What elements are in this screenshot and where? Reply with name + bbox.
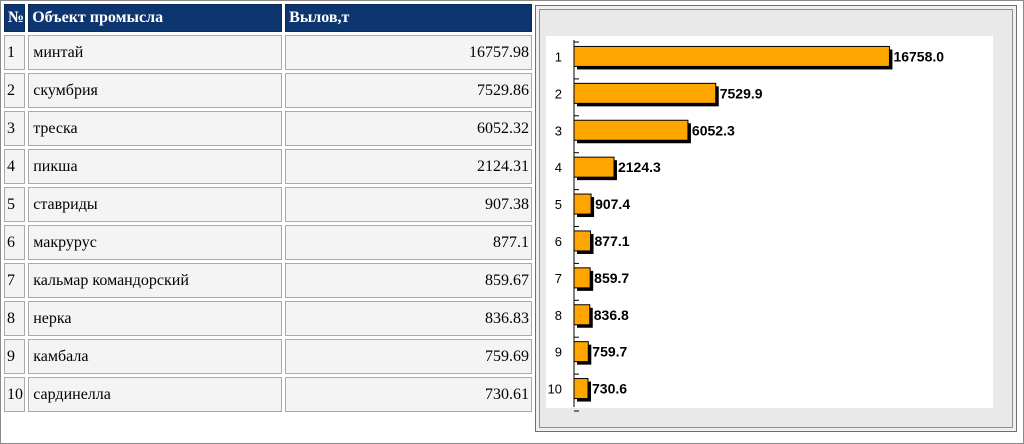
bar bbox=[573, 304, 591, 326]
data-label: 907.4 bbox=[595, 196, 630, 212]
row-catch: 907.38 bbox=[285, 187, 532, 222]
bar bbox=[573, 156, 615, 178]
row-catch: 859.67 bbox=[285, 263, 532, 298]
category-label: 8 bbox=[555, 308, 562, 323]
table-row: 6 макрурус 877.1 bbox=[4, 225, 532, 260]
row-name: кальмар командорский bbox=[28, 263, 283, 298]
catch-table: № Объект промысла Вылов,т 1 минтай 16757… bbox=[1, 1, 535, 415]
header-object: Объект промысла bbox=[28, 4, 283, 32]
data-label: 877.1 bbox=[595, 233, 630, 249]
table-row: 2 скумбрия 7529.86 bbox=[4, 73, 532, 108]
row-number: 7 bbox=[4, 263, 26, 298]
header-number: № bbox=[4, 4, 26, 32]
table-row: 3 треска 6052.32 bbox=[4, 111, 532, 146]
row-number: 5 bbox=[4, 187, 26, 222]
row-name: сардинелла bbox=[28, 377, 283, 412]
row-catch: 6052.32 bbox=[285, 111, 532, 146]
table-row: 9 камбала 759.69 bbox=[4, 339, 532, 374]
category-label: 6 bbox=[555, 234, 562, 249]
row-name: макрурус bbox=[28, 225, 283, 260]
row-number: 10 bbox=[4, 377, 26, 412]
bar bbox=[573, 193, 592, 215]
bar-chart: 1 16758.0 2 7529.9 3 6052.3 4 2124.3 5 907.4 6 877.… bbox=[546, 36, 993, 412]
row-name: минтай bbox=[28, 35, 283, 70]
bar bbox=[573, 267, 591, 289]
row-number: 8 bbox=[4, 301, 26, 336]
table-row: 8 нерка 836.83 bbox=[4, 301, 532, 336]
category-label: 9 bbox=[555, 345, 562, 360]
row-catch: 2124.31 bbox=[285, 149, 532, 184]
bar bbox=[573, 119, 689, 141]
row-number: 4 bbox=[4, 149, 26, 184]
header-catch: Вылов,т bbox=[285, 4, 532, 32]
bar bbox=[573, 341, 589, 363]
data-label: 730.6 bbox=[592, 381, 627, 397]
row-catch: 759.69 bbox=[285, 339, 532, 374]
category-label: 4 bbox=[555, 160, 562, 175]
row-number: 2 bbox=[4, 73, 26, 108]
data-label: 2124.3 bbox=[618, 159, 661, 175]
bar bbox=[573, 230, 592, 252]
row-catch: 877.1 bbox=[285, 225, 532, 260]
category-label: 3 bbox=[555, 123, 562, 138]
row-number: 6 bbox=[4, 225, 26, 260]
data-label: 7529.9 bbox=[720, 85, 763, 101]
table-row: 5 ставриды 907.38 bbox=[4, 187, 532, 222]
row-name: скумбрия bbox=[28, 73, 283, 108]
row-catch: 836.83 bbox=[285, 301, 532, 336]
category-label: 1 bbox=[555, 49, 562, 64]
row-catch: 16757.98 bbox=[285, 35, 532, 70]
data-label: 6052.3 bbox=[692, 122, 735, 138]
row-catch: 7529.86 bbox=[285, 73, 532, 108]
data-label: 836.8 bbox=[594, 307, 629, 323]
table-row: 7 кальмар командорский 859.67 bbox=[4, 263, 532, 298]
table-row: 10 сардинелла 730.61 bbox=[4, 377, 532, 412]
row-number: 9 bbox=[4, 339, 26, 374]
table-row: 4 пикша 2124.31 bbox=[4, 149, 532, 184]
row-name: треска bbox=[28, 111, 283, 146]
row-name: ставриды bbox=[28, 187, 283, 222]
bar bbox=[573, 82, 717, 104]
category-label: 10 bbox=[548, 382, 562, 397]
row-name: камбала bbox=[28, 339, 283, 374]
row-name: пикша bbox=[28, 149, 283, 184]
category-label: 5 bbox=[555, 197, 562, 212]
row-number: 1 bbox=[4, 35, 26, 70]
row-catch: 730.61 bbox=[285, 377, 532, 412]
data-label: 859.7 bbox=[594, 270, 629, 286]
row-name: нерка bbox=[28, 301, 283, 336]
table-row: 1 минтай 16757.98 bbox=[4, 35, 532, 70]
data-label: 759.7 bbox=[592, 344, 627, 360]
category-label: 2 bbox=[555, 86, 562, 101]
table-header-row: № Объект промысла Вылов,т bbox=[4, 4, 532, 32]
bar bbox=[573, 45, 890, 67]
row-number: 3 bbox=[4, 111, 26, 146]
category-label: 7 bbox=[555, 271, 562, 286]
bar bbox=[573, 378, 589, 400]
data-label: 16758.0 bbox=[893, 48, 944, 64]
